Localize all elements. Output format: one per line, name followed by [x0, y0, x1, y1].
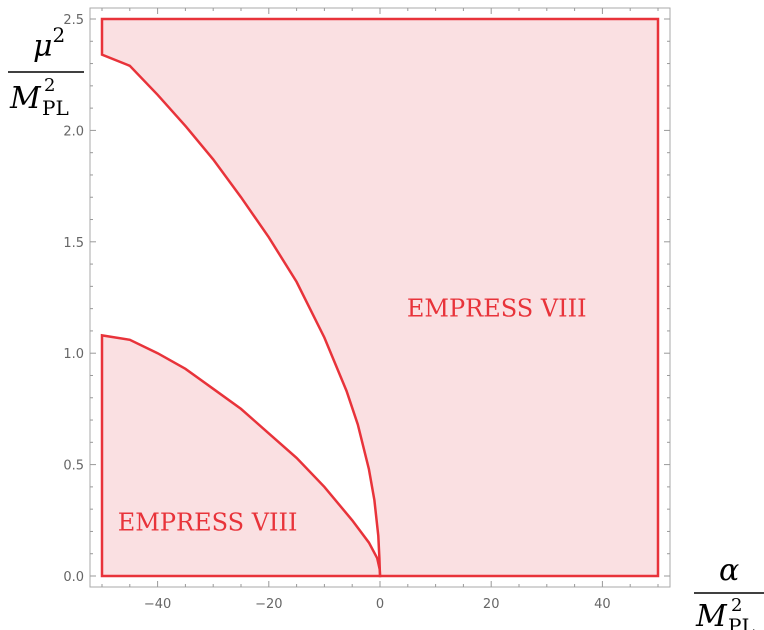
y-label-denominator-symbol: M [9, 81, 42, 116]
x-label-denominator-sub: PL [728, 614, 755, 630]
region-2 [100, 333, 382, 578]
y-label-numerator-symbol: μ [33, 29, 53, 64]
y-tick-label: 0.5 [63, 459, 84, 474]
region-label-2: EMPRESS VIII [118, 509, 298, 537]
x-tick-label: 40 [594, 597, 611, 612]
y-tick-label: 0.0 [63, 570, 84, 585]
x-label-denominator-sup: 2 [731, 595, 742, 616]
y-label-denominator-sub: PL [42, 96, 69, 120]
region-labels: EMPRESS VIII EMPRESS VIII [118, 295, 587, 537]
svg-text:μ2: μ2 [33, 23, 65, 64]
region-label-1: EMPRESS VIII [407, 295, 587, 323]
y-tick-label: 1.5 [63, 236, 84, 251]
y-axis-label: μ2 M 2 PL [8, 23, 84, 120]
y-tick-label: 2.5 [63, 13, 84, 28]
x-tick-label: −40 [144, 597, 171, 612]
y-label-denominator-sup: 2 [44, 75, 55, 96]
x-label-denominator-symbol: M [695, 599, 728, 630]
y-tick-label: 2.0 [63, 124, 84, 139]
regions-layer [100, 17, 660, 578]
y-tick-label: 1.0 [63, 347, 84, 362]
ticks-layer: −40 −20 0 20 40 0.0 0.5 1.0 1.5 2.0 2.5 [63, 8, 670, 612]
x-tick-label: 0 [376, 597, 384, 612]
y-label-numerator-sup: 2 [53, 23, 66, 47]
x-tick-label: 20 [483, 597, 500, 612]
x-tick-label: −20 [255, 597, 282, 612]
x-axis-label: α M 2 PL [694, 553, 764, 630]
svg-text:M: M [9, 81, 42, 116]
x-label-numerator: α [719, 553, 739, 588]
